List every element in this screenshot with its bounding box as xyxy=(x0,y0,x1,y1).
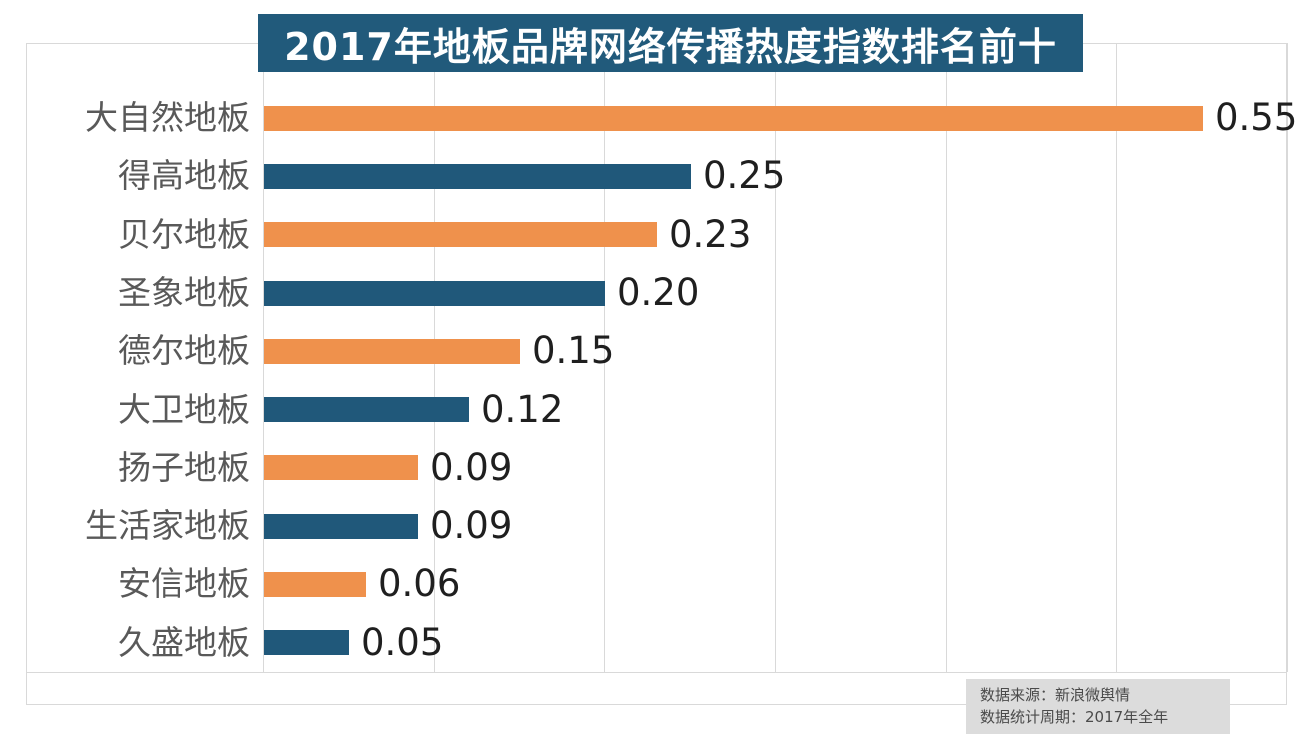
category-label-1: 得高地板 xyxy=(118,156,250,196)
value-label-6: 0.09 xyxy=(430,445,513,489)
plot-bottom-axis-line xyxy=(26,672,1287,673)
value-label-5: 0.12 xyxy=(481,387,564,431)
value-label-8: 0.06 xyxy=(378,562,461,606)
gridline-x-0.2 xyxy=(604,43,605,672)
bar-6 xyxy=(264,455,418,481)
bar-7 xyxy=(264,513,418,539)
gridline-x-0.4 xyxy=(946,43,947,672)
bar-8 xyxy=(264,572,366,598)
source-note-box: 数据来源：新浪微舆情 数据统计周期：2017年全年 xyxy=(966,679,1230,734)
bar-0 xyxy=(264,105,1203,131)
value-label-4: 0.15 xyxy=(532,329,615,373)
source-note-line2: 数据统计周期：2017年全年 xyxy=(980,708,1169,726)
chart-title: 2017年地板品牌网络传播热度指数排名前十 xyxy=(258,14,1083,72)
category-label-0: 大自然地板 xyxy=(85,98,250,137)
bar-1 xyxy=(264,163,691,189)
category-label-7: 生活家地板 xyxy=(85,506,250,546)
gridline-x-0.3 xyxy=(775,43,776,672)
category-label-5: 大卫地板 xyxy=(118,389,250,429)
bar-3 xyxy=(264,280,605,306)
bar-2 xyxy=(264,222,657,248)
gridline-x-0.5 xyxy=(1116,43,1117,672)
gridline-x-0.6 xyxy=(1287,43,1288,672)
value-label-0: 0.55 xyxy=(1215,96,1298,139)
bar-9 xyxy=(264,630,349,656)
category-label-6: 扬子地板 xyxy=(118,447,250,487)
bar-5 xyxy=(264,397,469,423)
value-label-9: 0.05 xyxy=(361,620,444,664)
bar-4 xyxy=(264,338,520,364)
bars-layer: 大自然地板 0.55 得高地板 0.25 贝尔地板 0.23 圣象地板 0.20 德尔地板 0.1… xyxy=(0,43,1314,672)
value-label-2: 0.23 xyxy=(669,212,752,256)
category-label-8: 安信地板 xyxy=(118,564,250,604)
category-label-3: 圣象地板 xyxy=(118,272,250,312)
category-label-2: 贝尔地板 xyxy=(118,214,250,254)
value-label-3: 0.20 xyxy=(617,270,700,314)
category-label-9: 久盛地板 xyxy=(118,622,250,662)
value-label-1: 0.25 xyxy=(703,154,786,198)
gridline-x-0 xyxy=(263,43,264,672)
category-label-4: 德尔地板 xyxy=(118,331,250,371)
source-note-line1: 数据来源：新浪微舆情 xyxy=(980,686,1131,704)
value-label-7: 0.09 xyxy=(430,504,513,548)
